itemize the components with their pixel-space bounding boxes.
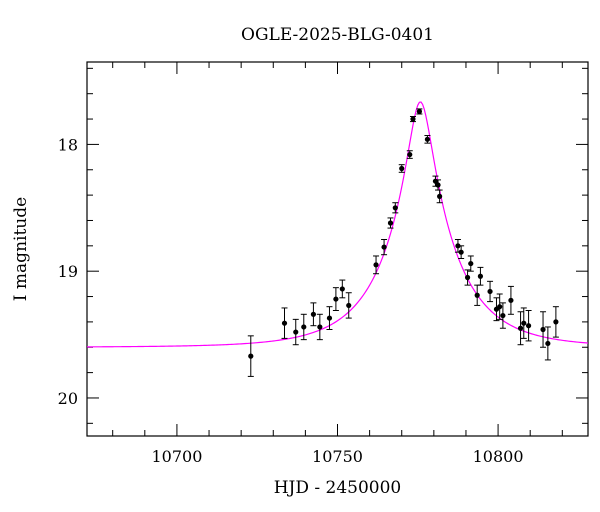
data-marker <box>468 260 474 267</box>
model-curve <box>87 101 588 348</box>
data-marker <box>301 324 307 330</box>
data-point <box>424 135 431 144</box>
data-points-layer <box>247 108 559 377</box>
y-axis-label: I magnitude <box>11 197 31 301</box>
y-tick-label: 20 <box>58 389 78 408</box>
data-point <box>487 280 494 303</box>
data-point <box>474 284 481 306</box>
data-marker <box>497 304 503 310</box>
data-point <box>552 306 559 338</box>
data-marker <box>487 288 493 295</box>
data-marker <box>435 182 441 188</box>
y-tick-label: 19 <box>58 262 78 281</box>
data-marker <box>399 165 405 172</box>
axis-ticks: 10700 10750 10800 18 19 20 <box>58 62 588 466</box>
data-point <box>339 279 346 299</box>
data-marker <box>373 262 379 268</box>
data-marker <box>437 193 443 199</box>
data-marker <box>540 326 546 333</box>
data-point <box>381 238 388 256</box>
data-marker <box>464 274 471 281</box>
axes <box>86 61 589 437</box>
data-marker <box>458 249 464 255</box>
data-marker <box>508 297 514 303</box>
data-marker <box>477 273 484 279</box>
chart-title: OGLE-2025-BLG-0401 <box>241 25 434 45</box>
data-point <box>416 108 423 115</box>
data-point <box>409 116 416 123</box>
data-marker <box>500 312 506 319</box>
data-point <box>467 255 474 272</box>
data-point <box>496 293 503 320</box>
data-point <box>507 285 514 315</box>
data-marker <box>517 325 524 331</box>
data-marker <box>310 311 317 317</box>
x-tick-label: 10800 <box>473 447 524 466</box>
y-tick-label: 18 <box>58 135 78 154</box>
data-marker <box>346 302 352 309</box>
data-marker <box>525 323 532 329</box>
data-point <box>345 292 352 319</box>
data-point <box>316 313 323 341</box>
data-point <box>310 302 317 327</box>
data-marker <box>392 205 398 211</box>
data-marker <box>455 243 461 249</box>
data-marker <box>545 340 551 347</box>
data-marker <box>407 151 413 158</box>
data-point <box>477 266 484 286</box>
data-point <box>464 269 471 286</box>
data-point <box>454 238 461 253</box>
data-marker <box>410 116 416 122</box>
data-point <box>292 318 299 346</box>
data-point <box>517 311 524 346</box>
data-point <box>540 311 547 348</box>
data-marker <box>317 324 323 330</box>
data-marker <box>381 244 387 250</box>
data-marker <box>387 220 394 226</box>
data-marker <box>281 320 288 326</box>
data-marker <box>521 320 527 326</box>
data-marker <box>248 353 254 359</box>
data-point <box>520 307 527 339</box>
data-point <box>392 202 399 214</box>
x-tick-label: 10700 <box>151 447 202 466</box>
data-point <box>281 307 288 339</box>
data-point <box>332 287 339 311</box>
data-marker <box>333 296 339 302</box>
data-point <box>373 255 380 275</box>
plot-frame <box>86 61 589 437</box>
data-point <box>406 150 413 159</box>
data-marker <box>339 286 345 292</box>
data-marker <box>416 108 422 115</box>
data-point <box>436 189 443 204</box>
x-tick-label: 10750 <box>312 447 363 466</box>
data-marker <box>474 292 480 298</box>
data-marker <box>326 315 333 321</box>
data-point <box>398 164 405 173</box>
data-marker <box>293 329 299 335</box>
x-axis-label: HJD - 2450000 <box>274 478 402 498</box>
data-point <box>525 309 532 342</box>
data-marker <box>553 319 559 325</box>
data-point <box>458 245 465 260</box>
model-curve-layer <box>87 101 588 348</box>
data-marker <box>424 136 431 142</box>
data-point <box>499 302 506 329</box>
data-point <box>300 313 307 341</box>
data-point <box>387 217 394 229</box>
data-point <box>247 335 254 377</box>
data-point <box>544 326 551 361</box>
data-point <box>326 306 333 331</box>
